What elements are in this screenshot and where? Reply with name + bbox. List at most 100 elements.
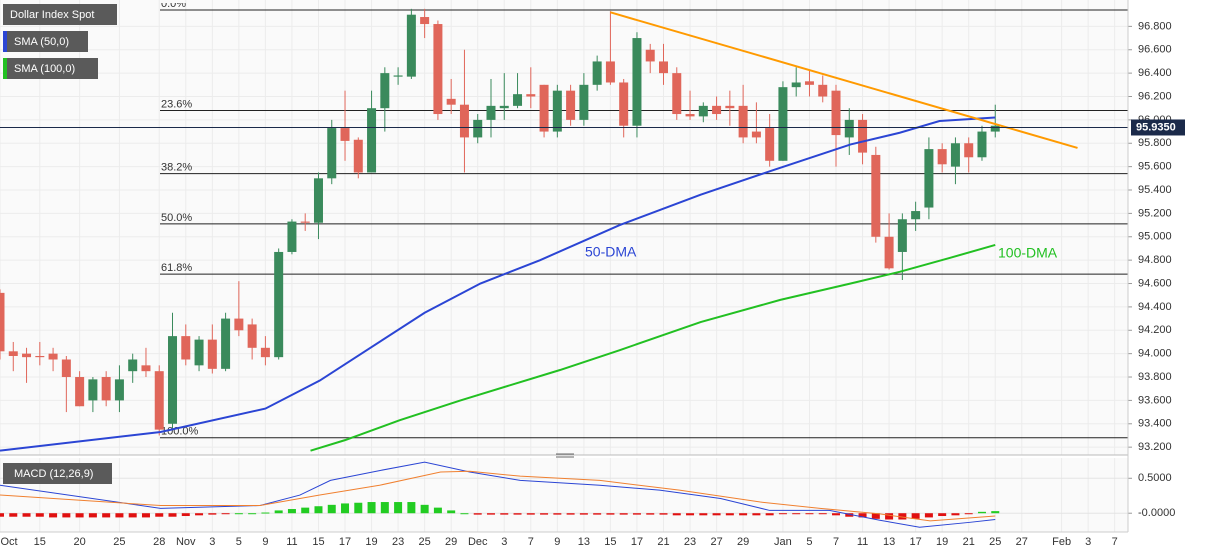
candle-body	[75, 377, 85, 407]
macd-histogram-bar	[128, 513, 137, 518]
candle-body	[313, 178, 323, 223]
macd-histogram-bar	[433, 507, 442, 514]
x-tick-label: Oct	[0, 536, 17, 548]
legend: Dollar Index Spot SMA (50,0) SMA (100,0)…	[3, 4, 117, 484]
macd-histogram-bar	[35, 513, 44, 517]
candle-body	[712, 105, 722, 115]
y-tick-label: 93.200	[1138, 441, 1172, 453]
macd-histogram-bar	[871, 513, 880, 519]
macd-pane	[0, 458, 1128, 532]
macd-histogram-bar	[951, 513, 960, 516]
candle-body	[818, 84, 828, 97]
fib-label: 38.2%	[161, 162, 192, 174]
y-tick-label: 96.400	[1138, 67, 1172, 79]
candle-body	[260, 347, 270, 358]
macd-histogram-bar	[699, 513, 708, 516]
macd-histogram-bar	[911, 513, 920, 519]
candle-body	[300, 221, 310, 223]
macd-histogram-bar	[22, 513, 31, 517]
x-tick-label: 7	[1112, 536, 1118, 548]
macd-histogram-bar	[938, 513, 947, 517]
macd-histogram-bar	[62, 513, 71, 518]
macd-histogram-bar	[49, 513, 58, 518]
x-tick-label: 15	[604, 536, 616, 548]
macd-histogram-bar	[500, 513, 509, 515]
macd-histogram-bar	[858, 513, 867, 518]
legend-box	[3, 58, 98, 79]
x-tick-label: 11	[286, 536, 297, 548]
macd-title: MACD (12,26,9)	[14, 468, 93, 480]
candle-body	[751, 131, 761, 138]
x-tick-label: 23	[392, 536, 404, 548]
candle-body	[685, 114, 695, 117]
y-tick-label: 95.200	[1138, 207, 1172, 219]
candle-body	[48, 353, 58, 360]
candle-body	[937, 149, 947, 165]
macd-histogram-bar	[407, 502, 416, 514]
candle-body	[844, 119, 854, 138]
candle-body	[0, 292, 5, 352]
candle-body	[8, 351, 18, 356]
legend-label: SMA (100,0)	[14, 63, 75, 75]
x-tick-label: 21	[657, 536, 669, 548]
x-tick-label: 19	[365, 536, 377, 548]
x-tick-label: Jan	[774, 536, 792, 548]
candle-body	[539, 84, 549, 132]
candle-body	[884, 236, 894, 269]
fib-label: 0.0%	[161, 0, 186, 10]
candle-body	[619, 82, 629, 126]
macd-histogram-bar	[88, 513, 97, 518]
y-tick-label: 94.400	[1138, 301, 1172, 313]
y-tick-label: 95.400	[1138, 184, 1172, 196]
candle-body	[950, 143, 960, 167]
last-price-label: 95.9350	[1136, 121, 1176, 133]
moving-average	[0, 116, 996, 452]
candle-body	[154, 371, 164, 430]
macd-histogram-bar	[898, 513, 907, 520]
x-tick-label: 17	[339, 536, 351, 548]
candle-body	[194, 339, 204, 366]
macd-histogram-bar	[526, 513, 535, 515]
candle-body	[566, 90, 576, 120]
macd-histogram-bar	[354, 502, 363, 514]
macd-line	[0, 470, 996, 522]
x-tick-label: 9	[554, 536, 560, 548]
x-tick-label: 19	[936, 536, 948, 548]
macd-histogram-bar	[141, 513, 150, 518]
candle-body	[433, 24, 443, 115]
macd-histogram-bar	[9, 513, 18, 517]
x-tick-label: 13	[578, 536, 590, 548]
candle-body	[181, 336, 191, 360]
macd-histogram-bar	[659, 513, 668, 515]
candle-body	[897, 219, 907, 252]
macd-histogram-bar	[885, 513, 894, 520]
macd-histogram-bar	[725, 513, 734, 516]
macd-histogram-bar	[248, 513, 257, 515]
x-tick-label: 15	[312, 536, 324, 548]
macd-histogram-bar	[765, 513, 774, 516]
candle-body	[871, 154, 881, 237]
candle-body	[990, 125, 1000, 132]
x-tick-label: 9	[262, 536, 268, 548]
x-tick-label: Feb	[1052, 536, 1071, 548]
macd-histogram-bar	[115, 513, 124, 518]
candle-body	[340, 128, 350, 141]
candle-body	[831, 90, 841, 136]
moving-average	[310, 243, 996, 452]
macd-histogram-bar	[739, 513, 748, 516]
x-tick-label: 25	[989, 536, 1001, 548]
candle-body	[234, 318, 244, 331]
x-tick-label: 11	[857, 536, 868, 548]
x-tick-label: 3	[209, 536, 215, 548]
legend-label: SMA (50,0)	[14, 36, 69, 48]
macd-histogram-bar	[553, 513, 562, 515]
macd-histogram-bar	[75, 513, 84, 518]
macd-histogram-bar	[420, 504, 429, 514]
y-tick-label: 96.800	[1138, 20, 1172, 32]
macd-histogram-bar	[513, 513, 522, 515]
x-tick-label: 27	[710, 536, 722, 548]
candle-body	[964, 143, 974, 158]
macd-histogram-bar	[301, 507, 310, 514]
macd-histogram-bar	[234, 513, 243, 515]
candle-body	[459, 104, 469, 138]
